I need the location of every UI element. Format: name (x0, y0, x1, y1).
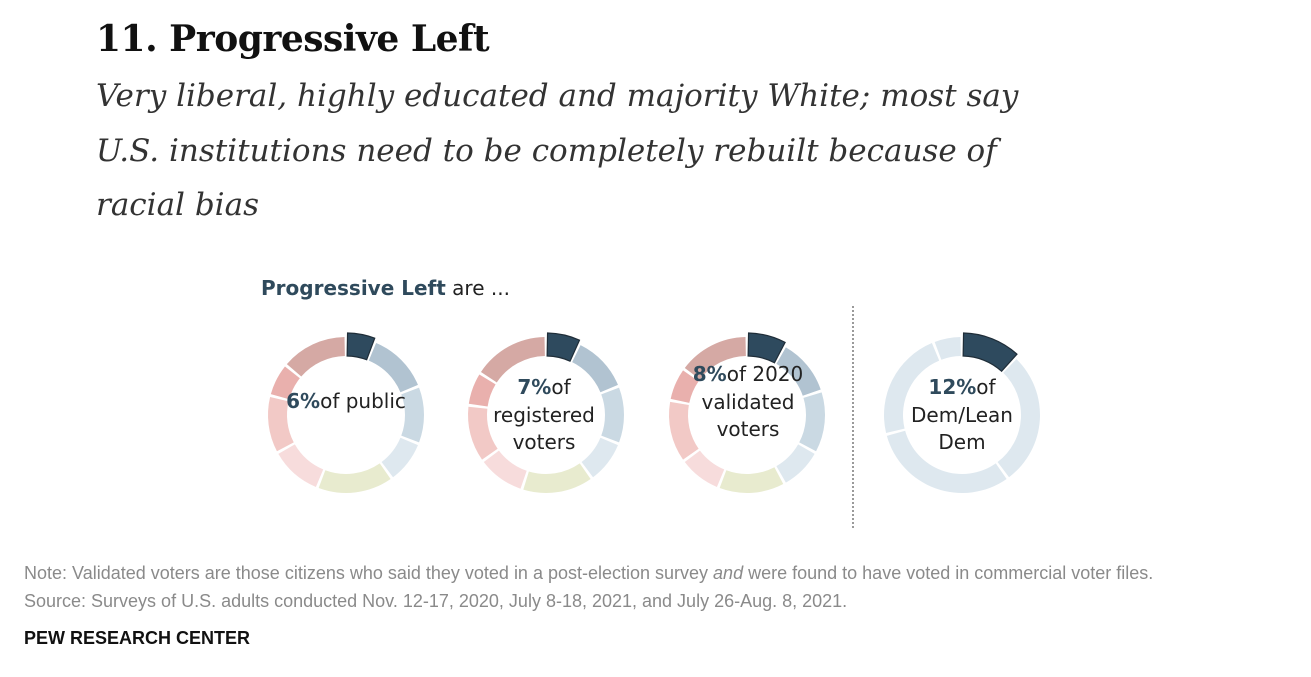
donut-label-pct: 7% (517, 375, 552, 399)
donut-segment (572, 345, 618, 393)
donut-segment (886, 430, 1007, 493)
donut-segment (368, 343, 418, 393)
chart-title: 11. Progressive Left (96, 18, 490, 60)
donut-segment (270, 366, 300, 400)
donut-segment-highlight (747, 332, 786, 364)
donut-segment (997, 359, 1040, 478)
source: Source: Surveys of U.S. adults conducted… (24, 591, 848, 611)
donut-label-dem-lean-dem: 12%of Dem/Lean Dem (892, 374, 1032, 457)
donut-segment-highlight (546, 332, 581, 362)
donut-label-validated-voters: 8%of 2020 validated voters (678, 361, 818, 444)
note: Note: Validated voters are those citizen… (24, 563, 1153, 584)
donut-label-text: of public (320, 389, 406, 413)
divider (852, 306, 854, 528)
note-text: Note: Validated voters are those citizen… (24, 563, 714, 583)
donut-segment (467, 406, 498, 460)
donut-segment (278, 444, 324, 487)
note-emphasis: and (713, 563, 744, 583)
donut-segment-highlight (346, 332, 376, 361)
donut-label-text: of Dem/Lean Dem (911, 375, 1013, 454)
donut-segment (934, 337, 961, 360)
donut-label-text: of registered voters (493, 375, 595, 454)
donut-label-text: of 2020 validated voters (701, 362, 804, 441)
chart-heading-rest: are ... (445, 276, 510, 300)
donut-segment (883, 343, 940, 433)
donut-label-registered-voters: 7%of registered voters (474, 374, 614, 457)
donut-segment (523, 463, 591, 493)
donut-segment (480, 337, 545, 383)
note-text-end: were found to have voted in commercial v… (743, 563, 1154, 583)
donut-segment (286, 337, 345, 377)
donut-segment (267, 397, 294, 452)
org-credit: PEW RESEARCH CENTER (24, 628, 251, 648)
donut-segment-highlight (962, 332, 1018, 373)
donut-segment (483, 450, 527, 489)
donut-segment (381, 437, 418, 478)
donut-segment (684, 337, 746, 380)
donut-segment (670, 370, 699, 403)
donut-segment (684, 450, 725, 487)
chart-subtitle: Very liberal, highly educated and majori… (96, 78, 1019, 223)
donut-label-pct: 6% (286, 389, 321, 413)
chart-heading-lead: Progressive Left (261, 276, 446, 300)
donut-label-public: 6%of public (276, 388, 416, 416)
donut-segment (776, 347, 821, 396)
donut-label-pct: 12% (928, 375, 977, 399)
donut-segment (799, 392, 825, 452)
donut-label-pct: 8% (692, 362, 727, 386)
donut-segment (401, 387, 425, 443)
donut-segment (601, 387, 625, 443)
donut-segment (776, 444, 815, 483)
donut-segment (719, 467, 784, 494)
chart-heading: Progressive Left are ... (261, 276, 510, 300)
donut-segment (669, 401, 699, 460)
donut-segment (468, 374, 496, 407)
donut-segment (318, 463, 391, 494)
donut-segment (581, 437, 618, 478)
